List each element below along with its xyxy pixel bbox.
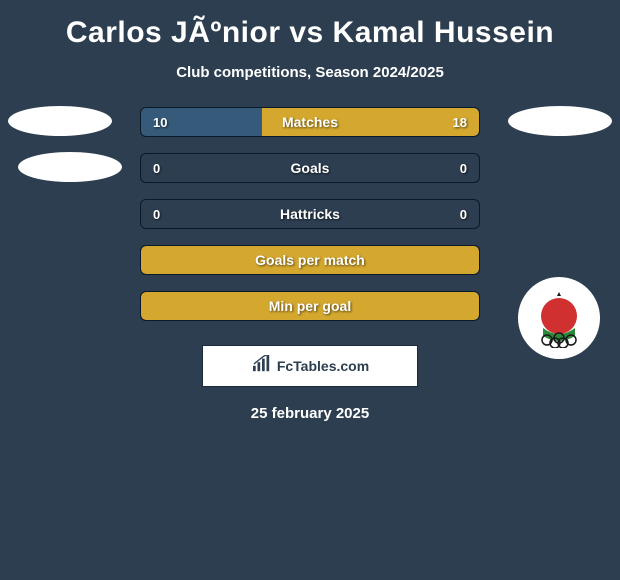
stat-bar: Hattricks0 0 [140,199,480,229]
stat-bar: Matches10 18 [140,107,480,137]
stat-row: Hattricks0 0 [0,191,620,237]
comparison-widget: Carlos JÃºnior vs Kamal Hussein Club com… [0,0,620,432]
footer-attribution: FcTables.com [202,345,418,387]
stat-label: Goals per match [141,252,479,268]
stat-value-right: 18 [453,115,467,130]
stat-value-right: 0 [460,161,467,176]
stat-value-right: 0 [460,207,467,222]
footer-brand-text: FcTables.com [277,358,369,374]
bars-container: Matches1018Goals00Hattricks00Goals per m… [0,99,620,329]
stat-row: Min per goal [0,283,620,329]
stat-value-left: 10 [153,115,167,130]
stat-row: Goals0 0 [0,145,620,191]
stat-bar: Goals per match [140,245,480,275]
stat-label: Min per goal [141,298,479,314]
stat-label: Goals [141,160,479,176]
stat-row: Goals per match [0,237,620,283]
stat-label: Hattricks [141,206,479,222]
date-line: 25 february 2025 [0,405,620,422]
page-title: Carlos JÃºnior vs Kamal Hussein [0,16,620,50]
stat-value-left: 0 [153,161,160,176]
subtitle: Club competitions, Season 2024/2025 [0,64,620,81]
stat-bar: Goals0 0 [140,153,480,183]
chart-icon [251,355,273,378]
stat-label: Matches [141,114,479,130]
stat-value-left: 0 [153,207,160,222]
rows-area: Matches1018Goals00Hattricks00Goals per m… [0,99,620,329]
stat-bar: Min per goal [140,291,480,321]
stat-row: Matches10 18 [0,99,620,145]
